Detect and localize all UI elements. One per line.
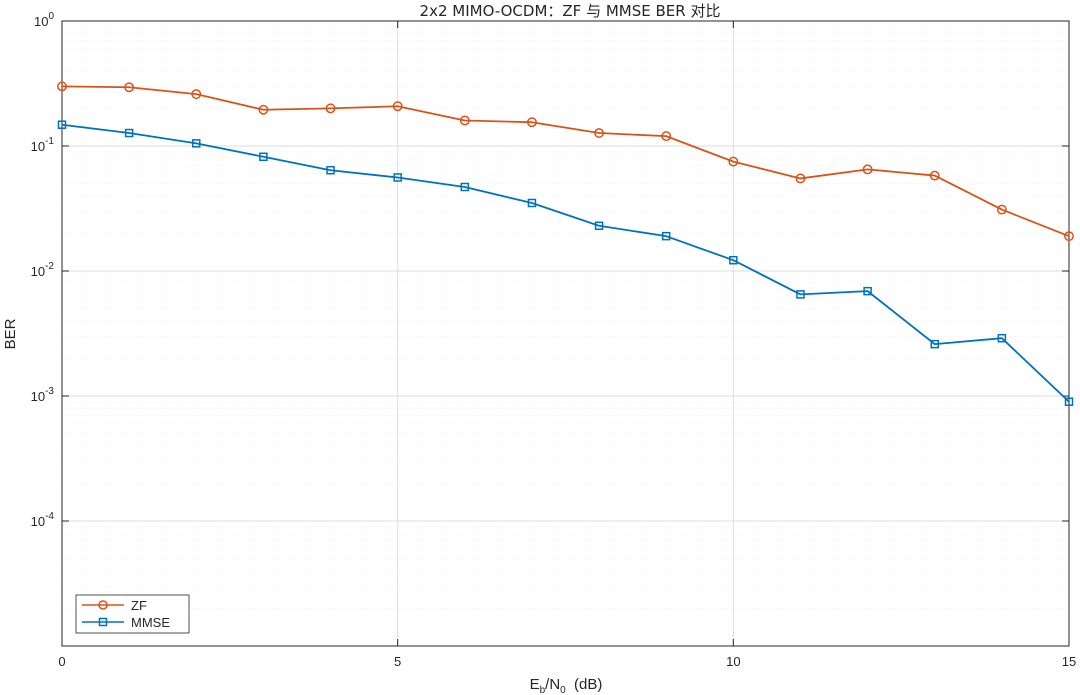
legend-zf-marker	[98, 600, 108, 610]
y-tick-label: 10-2	[31, 261, 55, 279]
data-point-mmse	[259, 152, 268, 162]
data-point-mmse	[796, 290, 805, 299]
legend-box	[75, 594, 190, 634]
data-point-zf	[124, 82, 135, 93]
data-point-mmse	[661, 231, 671, 241]
data-point-mmse	[930, 339, 939, 349]
data-point-zf	[929, 170, 940, 181]
y-tick-label: 10-4	[31, 511, 55, 529]
data-point-zf	[1064, 231, 1074, 242]
data-point-mmse	[997, 333, 1007, 343]
x-tick-label: 5	[394, 654, 401, 669]
data-point-mmse	[57, 120, 67, 129]
data-point-zf	[594, 128, 605, 138]
data-point-mmse	[594, 221, 604, 231]
y-tick-label: 100	[34, 11, 54, 29]
legend-mmse-label: MMSE	[131, 615, 170, 630]
data-point-zf	[459, 115, 470, 126]
series-layer	[57, 81, 1074, 406]
data-point-zf	[191, 89, 202, 100]
y-tick-label: 10-3	[31, 386, 55, 404]
data-point-zf	[258, 104, 269, 115]
legend-mmse-marker	[98, 617, 108, 627]
y-tick-label: 10-1	[31, 136, 55, 154]
data-point-zf	[57, 81, 67, 92]
chart-title: 2x2 MIMO-OCDM：ZF 与 MMSE BER 对比	[420, 2, 721, 20]
data-point-mmse	[1064, 397, 1074, 406]
plot-area-border	[61, 20, 1070, 647]
series-line-mmse	[61, 123, 1070, 403]
data-point-mmse	[729, 255, 738, 265]
data-point-zf	[526, 117, 537, 128]
data-point-mmse	[393, 173, 402, 182]
data-point-mmse	[326, 165, 335, 175]
data-point-zf	[661, 131, 672, 142]
data-point-mmse	[460, 182, 470, 192]
x-tick-label: 0	[58, 654, 65, 669]
data-point-mmse	[527, 198, 537, 208]
data-point-zf	[392, 101, 403, 112]
y-axis-label: BER	[2, 318, 19, 349]
data-point-zf	[325, 103, 336, 114]
data-point-mmse	[192, 139, 201, 148]
legend: ZF MMSE	[75, 594, 190, 634]
y-tick-labels: 100 10-1 10-2 10-3 10-4	[31, 11, 55, 529]
legend-zf-label: ZF	[131, 598, 147, 613]
x-axis-label: Eb/N0 (dB)	[530, 676, 603, 695]
x-tick-label: 10	[726, 654, 740, 669]
data-point-zf	[728, 156, 739, 167]
data-point-zf	[795, 173, 806, 184]
data-point-zf	[996, 204, 1007, 215]
x-tick-label: 15	[1062, 654, 1076, 669]
data-point-zf	[862, 164, 873, 175]
x-tick-labels: 0 5 10 15	[58, 654, 1076, 669]
major-grid	[62, 20, 1069, 646]
series-line-zf	[61, 85, 1070, 237]
axis-ticks	[61, 20, 1070, 646]
data-point-mmse	[863, 286, 872, 296]
data-point-mmse	[124, 128, 134, 138]
